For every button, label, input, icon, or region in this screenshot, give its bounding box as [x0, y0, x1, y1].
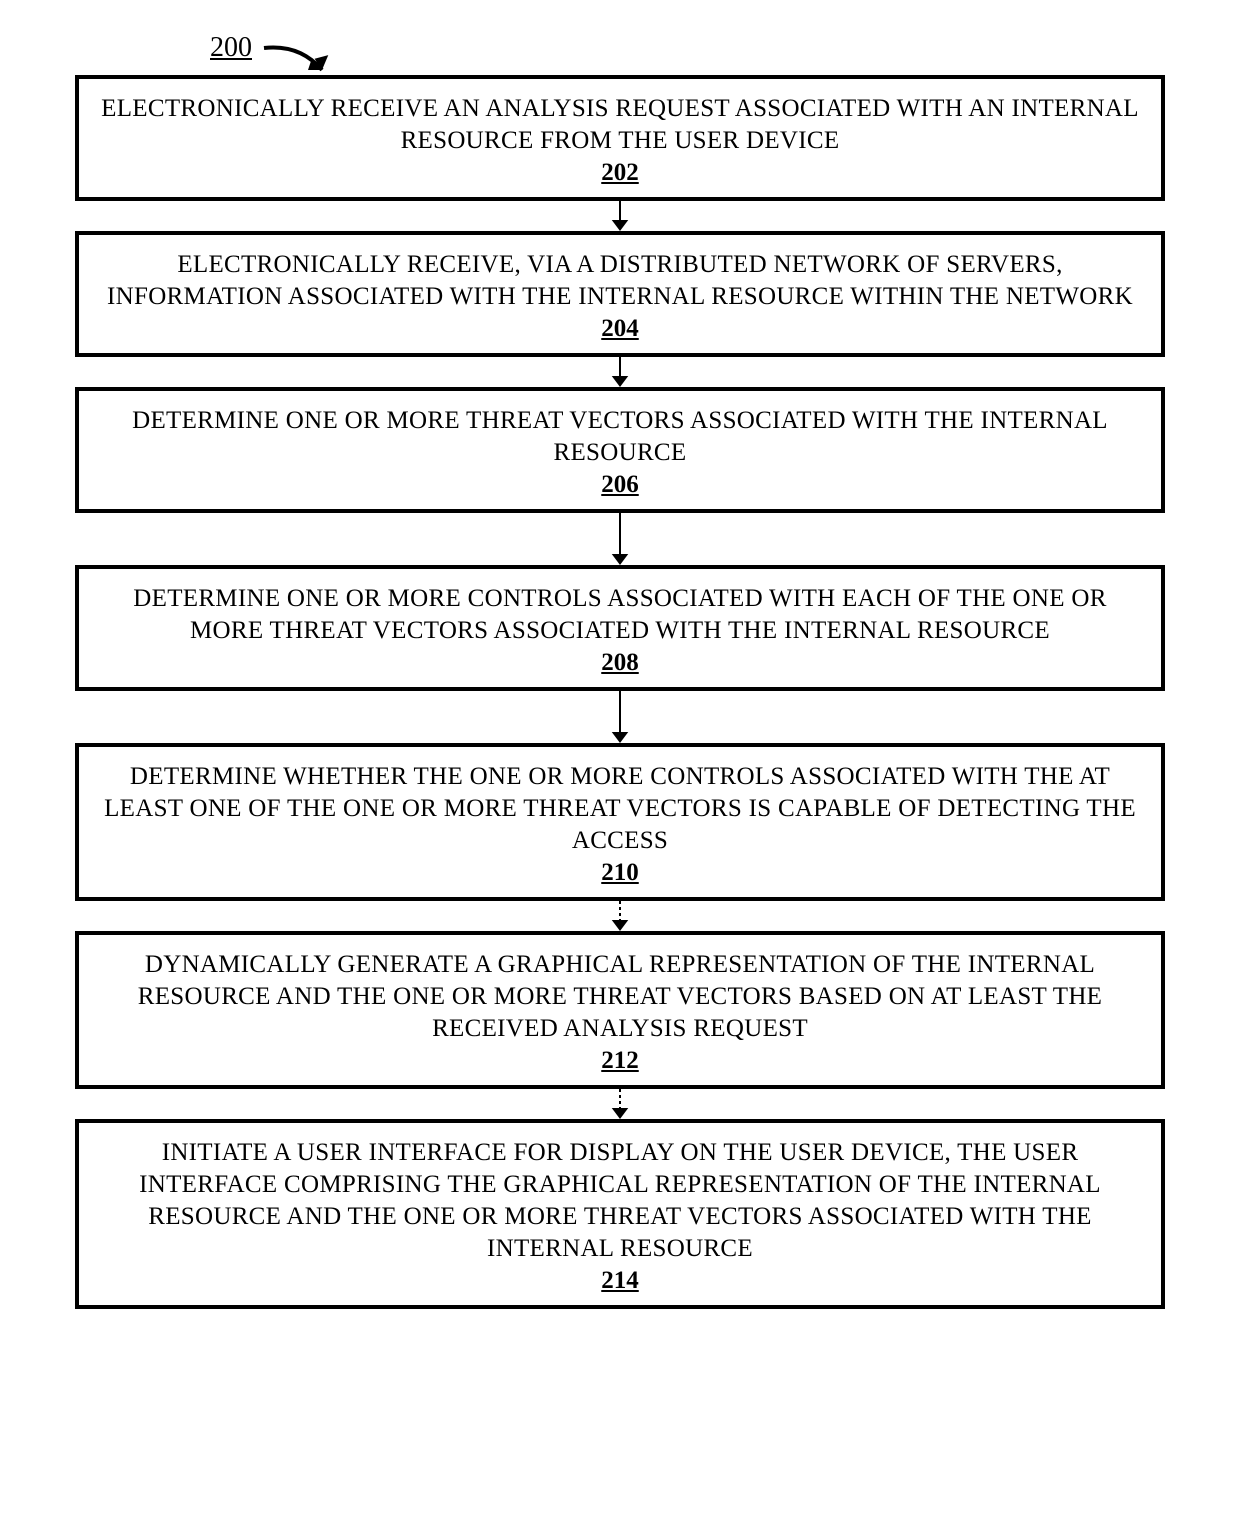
- flow-step-number: 208: [97, 649, 1143, 677]
- flow-connector: [608, 901, 632, 931]
- flow-connector: [608, 691, 632, 743]
- flow-step-number: 202: [97, 159, 1143, 187]
- flow-step: ELECTRONICALLY RECEIVE, VIA A DISTRIBUTE…: [75, 231, 1165, 357]
- flow-step-text: DETERMINE WHETHER THE ONE OR MORE CONTRO…: [97, 761, 1143, 857]
- flowchart-page: 200 ELECTRONICALLY RECEIVE AN ANALYSIS R…: [0, 0, 1240, 1530]
- flow-step-text: ELECTRONICALLY RECEIVE, VIA A DISTRIBUTE…: [97, 249, 1143, 313]
- flow-connector: [608, 513, 632, 565]
- flow-step-text: DETERMINE ONE OR MORE THREAT VECTORS ASS…: [97, 405, 1143, 469]
- flow-step-number: 212: [97, 1047, 1143, 1075]
- flow-step: ELECTRONICALLY RECEIVE AN ANALYSIS REQUE…: [75, 75, 1165, 201]
- flow-step: DETERMINE ONE OR MORE THREAT VECTORS ASS…: [75, 387, 1165, 513]
- flow-step: DYNAMICALLY GENERATE A GRAPHICAL REPRESE…: [75, 931, 1165, 1089]
- flow-step-text: INITIATE A USER INTERFACE FOR DISPLAY ON…: [97, 1137, 1143, 1265]
- flow-step: DETERMINE ONE OR MORE CONTROLS ASSOCIATE…: [75, 565, 1165, 691]
- flow-step-number: 210: [97, 859, 1143, 887]
- flow-connector: [608, 201, 632, 231]
- flow-connector: [608, 357, 632, 387]
- flow-step-number: 214: [97, 1267, 1143, 1295]
- flow-step-number: 204: [97, 315, 1143, 343]
- flow-step-text: ELECTRONICALLY RECEIVE AN ANALYSIS REQUE…: [97, 93, 1143, 157]
- flow-step: DETERMINE WHETHER THE ONE OR MORE CONTRO…: [75, 743, 1165, 901]
- flow-step-number: 206: [97, 471, 1143, 499]
- flow-connector: [608, 1089, 632, 1119]
- flow-step-text: DETERMINE ONE OR MORE CONTROLS ASSOCIATE…: [97, 583, 1143, 647]
- figure-number-label: 200: [210, 32, 252, 64]
- flow-step-text: DYNAMICALLY GENERATE A GRAPHICAL REPRESE…: [97, 949, 1143, 1045]
- flow-step: INITIATE A USER INTERFACE FOR DISPLAY ON…: [75, 1119, 1165, 1309]
- flowchart-container: ELECTRONICALLY RECEIVE AN ANALYSIS REQUE…: [75, 75, 1165, 1309]
